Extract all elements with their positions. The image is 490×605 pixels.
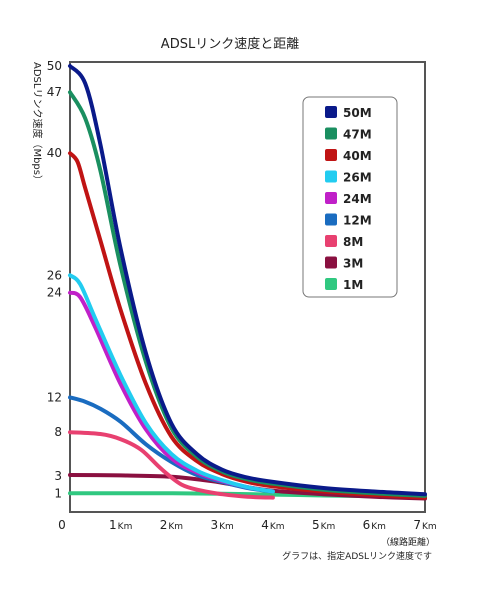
chart-title: ADSLリンク速度と距離: [161, 36, 299, 52]
y-axis-label: ADSLリンク速度（Mbps）: [31, 62, 44, 185]
y-tick-label-8: 8: [54, 425, 62, 439]
legend-label-26m: 26M: [343, 171, 372, 185]
legend-label-3m: 3M: [343, 257, 363, 271]
x-tick-label-2: 2Km: [160, 518, 183, 532]
y-tick-label-50: 50: [47, 59, 62, 73]
x-tick-label-5: 5Km: [312, 518, 335, 532]
legend-label-8m: 8M: [343, 235, 363, 249]
legend: 50M 47M 40M 26M 24M 12M 8M 3M 1M: [325, 106, 372, 292]
series-layer: [68, 64, 427, 501]
series-line-50m: [68, 64, 427, 497]
legend-swatch-26m: [325, 170, 337, 183]
y-tick-label-1: 1: [54, 486, 62, 500]
legend-label-40m: 40M: [343, 149, 372, 163]
legend-swatch-24m: [325, 192, 337, 204]
y-ticks: 1 3 8 12 24 26 40 47 50: [47, 59, 62, 500]
legend-swatch-47m: [325, 127, 337, 140]
x-tick-label-4: 4Km: [261, 518, 284, 532]
legend-label-24m: 24M: [343, 192, 372, 206]
y-tick-label-24: 24: [47, 286, 62, 300]
series-line-8m: [68, 430, 275, 500]
legend-swatch-1m: [325, 278, 337, 290]
y-tick-label-3: 3: [54, 469, 62, 483]
legend-swatch-50m: [325, 106, 337, 118]
legend-label-1m: 1M: [343, 278, 363, 292]
legend-swatch-3m: [325, 256, 337, 269]
x-axis-label: （線路距離）: [381, 536, 435, 548]
chart-note: グラフは、指定ADSLリンク速度です: [282, 550, 432, 562]
x-tick-label-1: 1Km: [109, 518, 132, 532]
legend-label-47m: 47M: [343, 128, 372, 142]
legend-box: [302, 96, 398, 298]
legend-swatch-12m: [325, 213, 337, 226]
y-tick-label-12: 12: [47, 390, 62, 404]
legend-label-12m: 12M: [343, 214, 372, 228]
legend-swatch-8m: [325, 235, 337, 247]
series-line-26m: [68, 273, 275, 494]
y-tick-label-26: 26: [47, 268, 62, 282]
origin-label: 0: [58, 518, 66, 532]
x-tick-label-6: 6Km: [363, 518, 386, 532]
x-tick-label-3: 3Km: [210, 518, 233, 532]
legend-swatch-40m: [325, 149, 337, 161]
legend-label-50m: 50M: [343, 106, 372, 120]
x-ticks: 1Km 2Km 3Km 4Km 5Km 6Km 7Km: [109, 518, 437, 532]
y-tick-label-40: 40: [47, 146, 62, 160]
x-tick-label-7: 7Km: [413, 518, 436, 532]
y-tick-label-47: 47: [47, 85, 62, 99]
